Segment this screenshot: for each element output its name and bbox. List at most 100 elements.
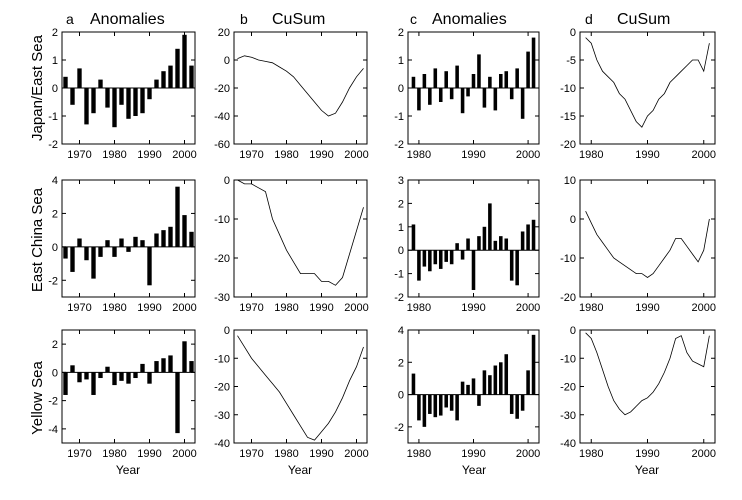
bar-mark xyxy=(70,88,75,105)
x-axis-labels: Year Year Year Year xyxy=(116,463,659,477)
y-tick-label: 10 xyxy=(564,175,576,187)
y-tick-label: -20 xyxy=(214,382,230,394)
y-tick-label: 2 xyxy=(398,27,404,39)
bar-mark xyxy=(154,361,159,373)
y-tick-label: 4 xyxy=(52,175,58,187)
y-tick-label: 4 xyxy=(398,325,404,337)
panel-title-a: Anomalies xyxy=(90,11,165,28)
bar-mark xyxy=(411,373,416,395)
bar-mark xyxy=(105,240,110,247)
bar-mark xyxy=(455,394,459,421)
bar-mark xyxy=(455,65,459,88)
cusum-line xyxy=(237,55,364,117)
bar-mark xyxy=(488,203,492,251)
y-tick-label: -20 xyxy=(560,292,576,304)
x-tick-label: 2000 xyxy=(692,149,716,161)
x-tick-label: 2000 xyxy=(344,302,368,314)
bar-mark xyxy=(126,372,131,384)
y-tick-label: -60 xyxy=(214,139,230,151)
bar-mark xyxy=(504,71,509,88)
chart-panel-b-east-china-sea: -30 -20 -10 0 1970 1980 1990 2000 xyxy=(214,175,369,314)
x-tick-label: 1990 xyxy=(309,149,333,161)
bar-mark xyxy=(189,361,194,373)
bar-mark xyxy=(531,37,536,88)
bar-mark xyxy=(482,370,487,395)
panel-letter-d: d xyxy=(585,11,593,27)
bar-mark xyxy=(417,250,421,281)
bar-mark xyxy=(140,363,145,373)
y-tick-label: 0 xyxy=(52,83,58,95)
bar-mark xyxy=(70,365,75,373)
bar-mark xyxy=(493,365,498,395)
y-tick-label: 2 xyxy=(52,27,58,39)
bar-mark xyxy=(493,240,498,251)
x-tick-label: 1980 xyxy=(274,149,298,161)
x-tick-label: 2000 xyxy=(344,448,368,460)
bar-mark xyxy=(147,246,152,286)
plot-frame xyxy=(233,31,368,145)
chart-panel-d-east-china-sea: -20 -10 0 10 1980 1990 2000 xyxy=(560,175,716,314)
panel-title-b: CuSum xyxy=(272,11,325,28)
bar-mark xyxy=(63,246,68,259)
chart-panel-d-japan-east-sea: -20 -15 -10 -5 0 1980 1990 2000 xyxy=(560,27,716,161)
y-tick-label: -1 xyxy=(394,269,404,281)
bar-mark xyxy=(154,233,159,247)
bar-mark xyxy=(499,236,503,251)
bar-mark xyxy=(477,236,481,251)
y-tick-label: 0 xyxy=(570,27,576,39)
bar-mark xyxy=(531,219,536,251)
bar-mark xyxy=(175,48,180,88)
x-tick-label: 1980 xyxy=(102,302,126,314)
y-tick-label: 3 xyxy=(398,175,404,187)
panel-letter-b: b xyxy=(240,11,248,27)
chart-panel-d-yellow-sea: -40 -30 -20 -10 0 1980 1990 2000 xyxy=(560,325,716,460)
x-tick-label: 1980 xyxy=(407,448,431,460)
bar-mark xyxy=(77,372,82,383)
bar-mark xyxy=(428,88,432,105)
x-tick-label: 1990 xyxy=(137,149,161,161)
y-tick-label: 0 xyxy=(52,242,58,254)
bar-mark xyxy=(105,88,110,108)
bar-mark xyxy=(526,51,530,88)
bar-mark xyxy=(84,88,89,125)
y-tick-label: -30 xyxy=(214,410,230,422)
x-tick-label: 2000 xyxy=(692,448,716,460)
bar-mark xyxy=(466,384,470,395)
x-tick-label: 1980 xyxy=(407,149,431,161)
bar-mark xyxy=(449,394,454,411)
y-tick-label: -2 xyxy=(48,139,58,151)
bar-mark xyxy=(112,372,117,386)
x-tick-label: 1970 xyxy=(239,448,263,460)
cusum-line xyxy=(585,211,710,278)
chart-panel-b-yellow-sea: -40 -30 -20 -10 0 1970 1980 1990 2000 xyxy=(214,325,369,460)
y-tick-label: 2 xyxy=(398,198,404,210)
bar-mark xyxy=(471,74,476,88)
y-tick-label: 0 xyxy=(224,55,230,67)
y-tick-label: -30 xyxy=(214,292,230,304)
y-tick-label: -20 xyxy=(214,253,230,265)
plot-frame xyxy=(579,179,716,298)
y-tick-label: 2 xyxy=(52,208,58,220)
panel-letter-c: c xyxy=(410,11,417,27)
bar-mark xyxy=(428,250,432,272)
bar-mark xyxy=(438,394,443,416)
bar-mark xyxy=(133,372,138,379)
bar-mark xyxy=(70,246,75,272)
bar-mark xyxy=(168,65,173,88)
panel-letter-a: a xyxy=(66,11,74,27)
bar-mark xyxy=(482,88,487,108)
bar-mark xyxy=(455,243,459,251)
bar-mark xyxy=(112,88,117,128)
x-tick-label: 1980 xyxy=(274,448,298,460)
bar-mark xyxy=(433,394,438,418)
y-tick-label: -10 xyxy=(560,83,576,95)
bar-mark xyxy=(515,394,519,419)
y-tick-label: 0 xyxy=(52,367,58,379)
cusum-line xyxy=(237,335,364,441)
y-tick-label: 20 xyxy=(218,27,230,39)
bar-mark xyxy=(471,250,476,290)
chart-panel-b-japan-east-sea: -60 -40 -20 0 20 1970 1980 1990 2000 xyxy=(214,27,369,161)
x-tick-label: 1980 xyxy=(579,149,603,161)
x-tick-label: 1970 xyxy=(67,302,91,314)
